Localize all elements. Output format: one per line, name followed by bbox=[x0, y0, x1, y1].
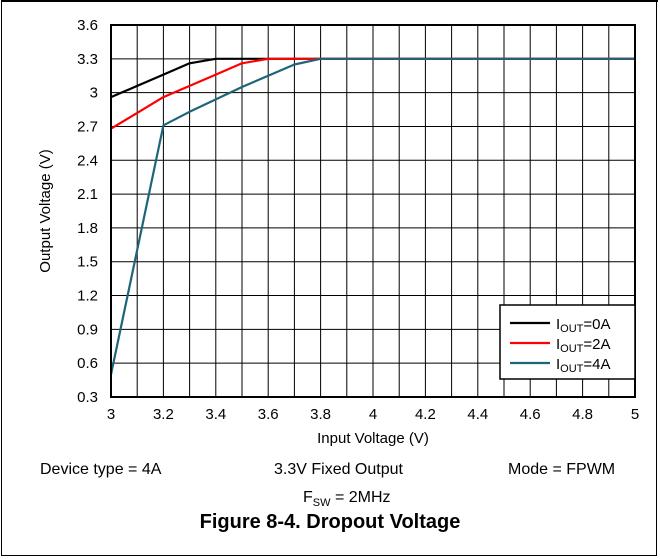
condition-output: 3.3V Fixed Output bbox=[274, 461, 403, 478]
series-lines bbox=[109, 57, 635, 375]
series-line-4a bbox=[109, 57, 635, 375]
x-tick-label: 3.4 bbox=[205, 406, 226, 423]
x-tick-label: 3 bbox=[107, 406, 115, 423]
y-tick-label: 1.2 bbox=[77, 288, 98, 305]
x-tick-label: 3.8 bbox=[310, 406, 331, 423]
series-line-2a bbox=[110, 57, 635, 130]
x-tick-label: 4.4 bbox=[467, 406, 488, 423]
y-tick-label: 3 bbox=[90, 85, 98, 102]
condition-fsw: FSW = 2MHz bbox=[303, 489, 391, 509]
figure-top-border bbox=[1, 0, 658, 2]
plot-area-border bbox=[110, 24, 636, 398]
y-tick-label: 1.5 bbox=[77, 254, 98, 271]
y-tick-label: 3.3 bbox=[77, 51, 98, 68]
x-tick-label: 4 bbox=[369, 406, 377, 423]
y-tick-label: 2.7 bbox=[77, 118, 98, 135]
figure-caption: Figure 8-4. Dropout Voltage bbox=[199, 511, 461, 533]
fsw-tail: = 2MHz bbox=[330, 489, 391, 506]
dropout-voltage-chart: 0.30.60.91.21.51.82.12.42.733.33.6 3 3.2 3… bbox=[37, 17, 639, 447]
condition-mode: Mode = FPWM bbox=[508, 461, 616, 478]
y-tick-label: 0.9 bbox=[77, 321, 98, 338]
y-tick-label: 2.1 bbox=[77, 186, 98, 203]
y-tick-label: 3.6 bbox=[77, 17, 98, 34]
grid-lines bbox=[111, 25, 635, 397]
fsw-main: F bbox=[303, 489, 313, 506]
legend-label: IOUT=0A bbox=[556, 316, 611, 335]
x-tick-label: 4.8 bbox=[572, 406, 593, 423]
fsw-sub: SW bbox=[312, 497, 331, 510]
x-tick-label: 3.6 bbox=[258, 406, 279, 423]
x-tick-label: 3.2 bbox=[153, 406, 174, 423]
legend-label: IOUT=4A bbox=[556, 356, 611, 375]
x-tick-labels: 3 3.2 3.4 3.6 3.8 4 4.2 4.4 4.6 4.8 5 bbox=[107, 406, 639, 423]
y-tick-label: 0.6 bbox=[77, 355, 98, 372]
legend-box bbox=[499, 304, 636, 380]
x-tick-label: 5 bbox=[631, 406, 639, 423]
x-tick-label: 4.6 bbox=[520, 406, 541, 423]
condition-device-type: Device type = 4A bbox=[40, 461, 162, 478]
x-axis-label: Input Voltage (V) bbox=[317, 430, 429, 447]
y-tick-label: 0.3 bbox=[77, 389, 98, 406]
y-tick-label: 2.4 bbox=[77, 152, 98, 169]
legend-label: IOUT=2A bbox=[556, 336, 611, 355]
y-tick-labels: 0.3 0.6 0.9 1.2 1.5 1.8 2.1 2.4 2.7 3 3.3 3.6 bbox=[77, 17, 98, 406]
x-tick-label: 4.2 bbox=[415, 406, 436, 423]
y-axis-label: Output Voltage (V) bbox=[37, 149, 54, 272]
y-tick-label: 1.8 bbox=[77, 220, 98, 237]
